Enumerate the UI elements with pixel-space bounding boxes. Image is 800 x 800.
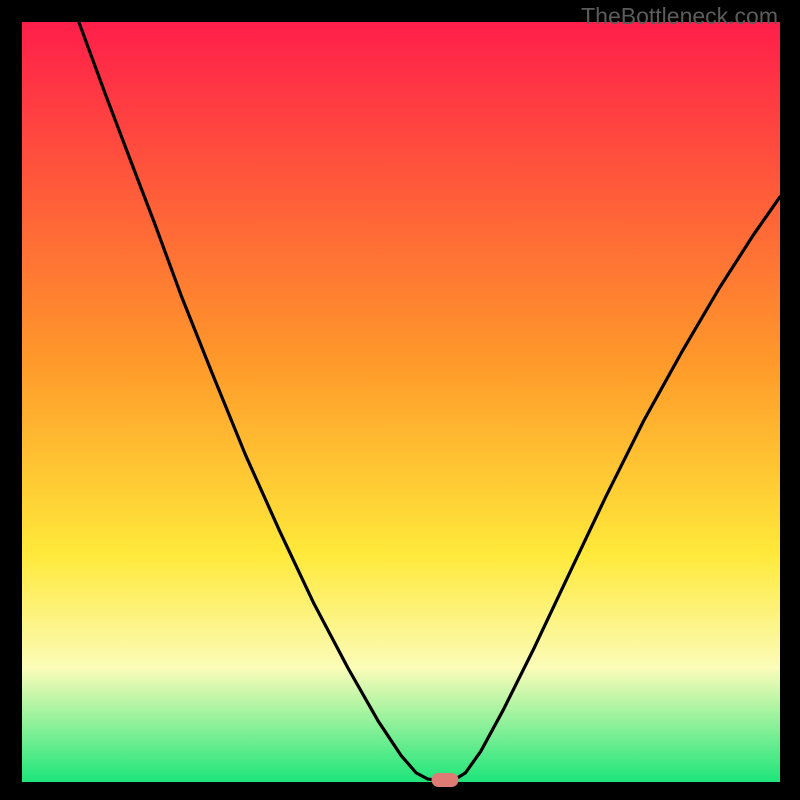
curve-path	[79, 22, 780, 780]
bottleneck-marker	[431, 773, 458, 787]
chart-canvas: TheBottleneck.com	[0, 0, 800, 800]
bottleneck-curve	[22, 22, 780, 782]
plot-area	[22, 22, 780, 782]
watermark-text: TheBottleneck.com	[581, 3, 778, 30]
